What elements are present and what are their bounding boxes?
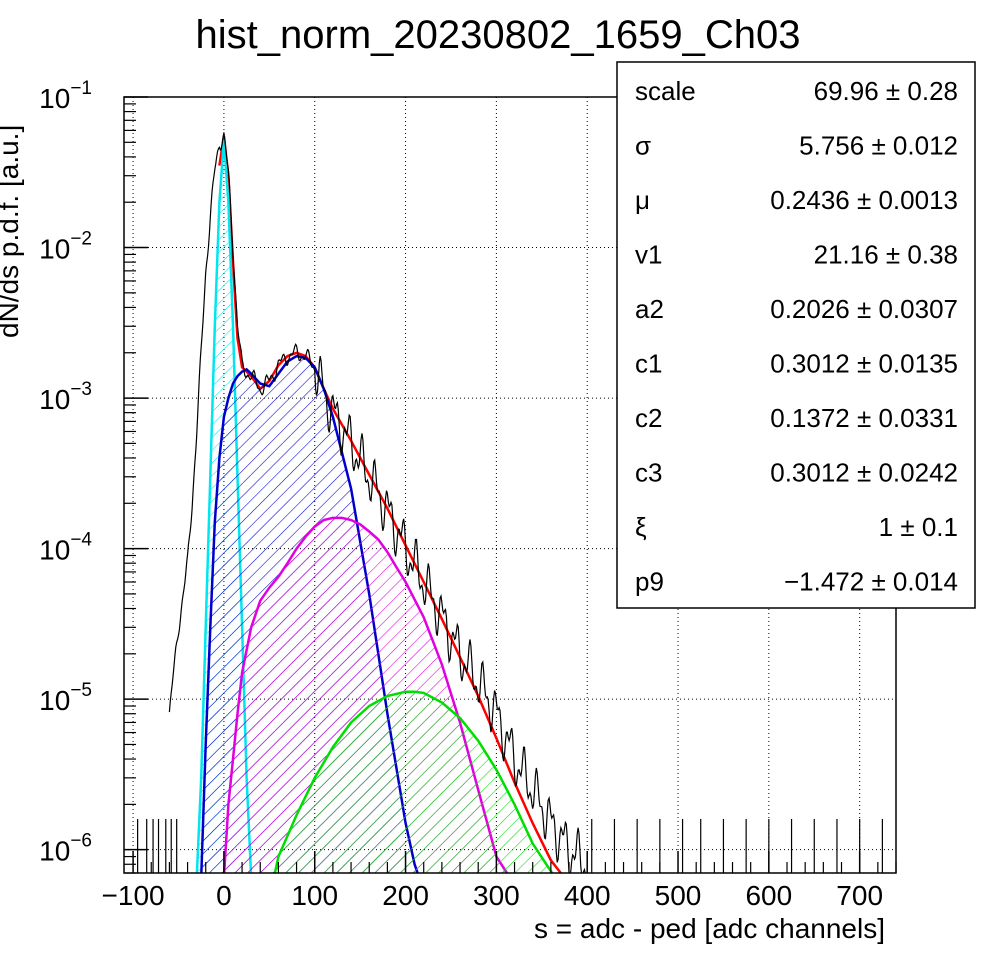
stat-name: c1 [635,349,662,379]
y-tick-label: 10−1 [39,78,92,114]
stats-box: scale 69.96 ± 0.28 σ 5.756 ± 0.012 μ 0.2436 ±… [616,61,976,609]
stat-value: 0.2026 ± 0.0307 [770,294,958,324]
fit-curve [222,516,509,873]
y-tick-exponent: −3 [70,379,92,400]
stat-name: σ [635,131,651,161]
fit-curve [273,690,554,873]
axis-ticks [124,96,897,874]
x-tick-label: 200 [382,880,429,911]
x-tick-label: 600 [745,880,792,911]
y-tick-exponent: −5 [70,680,92,701]
x-tick-label: 300 [473,880,520,911]
stat-name: scale [635,76,696,106]
fit-curves [195,135,563,873]
stat-name: ξ [635,512,647,542]
x-tick-label: 100 [291,880,338,911]
y-tick-exponent: −2 [70,229,92,250]
stat-value: 69.96 ± 0.28 [814,76,958,106]
y-tick-base: 10 [39,836,70,867]
stat-name: p9 [635,567,664,597]
y-tick-exponent: −1 [70,78,92,99]
y-tick-exponent: −4 [70,530,92,551]
y-tick-base: 10 [39,234,70,265]
x-axis-label: s = adc - ped [adc channels] [534,913,885,944]
x-tick-label: 700 [836,880,883,911]
x-tick-label: −100 [102,880,165,911]
y-tick-base: 10 [39,685,70,716]
y-tick-label: 10−6 [39,831,92,867]
x-tick-label: 0 [216,880,232,911]
stat-name: a2 [635,294,664,324]
y-tick-label: 10−5 [39,680,92,716]
y-tick-base: 10 [39,384,70,415]
stat-value: 0.3012 ± 0.0242 [770,458,958,488]
y-tick-base: 10 [39,535,70,566]
y-tick-label: 10−4 [39,530,92,566]
y-tick-label: 10−3 [39,379,92,415]
y-tick-labels: 10−610−510−410−310−210−1 [39,78,92,867]
stat-value: 0.1372 ± 0.0331 [770,403,958,433]
stat-name: c2 [635,403,662,433]
stat-name: μ [635,185,650,215]
stat-value: 0.3012 ± 0.0135 [770,349,958,379]
stat-value: −1.472 ± 0.014 [784,567,958,597]
chart-title: hist_norm_20230802_1659_Ch03 [196,13,801,57]
y-tick-label: 10−2 [39,229,92,265]
histogram [137,132,883,873]
histogram-trace [168,132,586,873]
x-tick-labels: −100 0 100 200 300 400 500 600 700 [102,880,883,911]
stat-value: 0.2436 ± 0.0013 [770,185,958,215]
x-tick-label: 500 [655,880,702,911]
stat-name: v1 [635,240,662,270]
x-tick-label: 400 [564,880,611,911]
y-tick-base: 10 [39,83,70,114]
fit-component-fill [274,691,553,873]
y-axis-label: dN/ds p.d.f. [a.u.] [0,125,24,338]
stat-value: 1 ± 0.1 [879,512,958,542]
stat-value: 5.756 ± 0.012 [799,131,958,161]
stats-box-frame [616,61,976,609]
stat-name: c3 [635,458,662,488]
y-tick-exponent: −6 [70,831,92,852]
stat-value: 21.16 ± 0.38 [814,240,958,270]
